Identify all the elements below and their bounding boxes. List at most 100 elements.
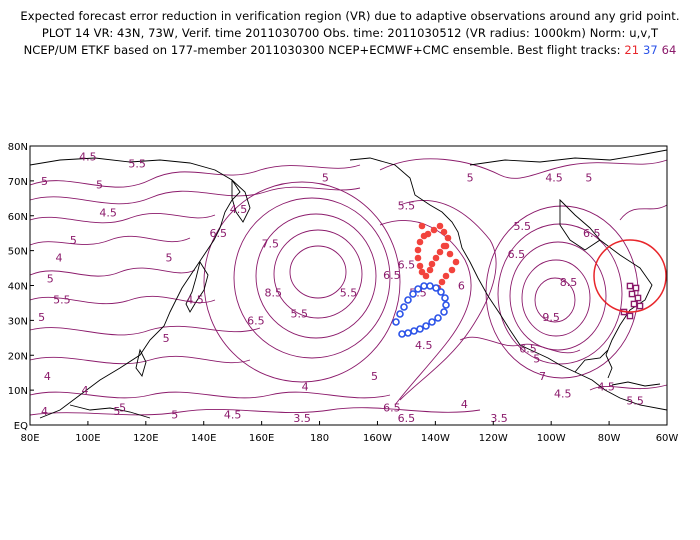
contour-value-label: 4.5 [79,150,97,163]
lon-tick-label: 60W [656,433,679,444]
contour-line [619,204,668,221]
lon-tick-label: 100W [537,433,566,444]
coastline-hudson [559,198,601,251]
contour-value-label: 5 [467,171,474,184]
contour-value-label: 7.5 [262,238,280,251]
contour-line [29,355,251,365]
contour-value-label: 8.5 [264,286,282,299]
contour-line [233,197,391,359]
contour-value-label: 6.5 [209,227,227,240]
track-c-marker [630,300,638,308]
track-label-a: 21 [624,43,640,57]
lat-tick-label: 40N [8,282,28,293]
track-a-marker [420,232,428,240]
contour-value-label: 3.5 [490,412,508,425]
track-b-marker [398,330,406,338]
track-a-marker [436,248,444,256]
contour-line [29,186,361,205]
contour-value-label: 6.5 [583,227,601,240]
contour-value-label: 6.5 [398,259,416,272]
contour-line [29,325,261,336]
coastline-caribbean [611,381,661,387]
contour-lines [29,158,668,416]
contour-value-label: 5 [585,171,592,184]
lon-tick-label: 120W [479,433,508,444]
contour-value-label: 4.5 [545,171,563,184]
lat-tick-label: 20N [8,351,28,362]
contour-line [29,407,481,416]
contour-value-label: 8.5 [560,276,578,289]
track-a-marker [436,222,444,230]
coastline-gulf [574,349,609,373]
chart-title-line3: NCEP/UM ETKF based on 177-member 2011030… [0,42,700,59]
chart-title-line1: Expected forecast error reduction in ver… [20,9,680,23]
track-b-marker [400,303,408,311]
contour-value-label: 4 [461,398,468,411]
contour-line [29,235,191,246]
contour-value-label: 6.5 [383,402,401,415]
contour-value-label: 5 [533,353,540,366]
track-a-marker [438,278,446,286]
map-background [30,146,667,425]
contour-value-label: 4.5 [554,388,572,401]
track-b-marker [409,290,417,298]
coastline-asia [29,157,241,419]
ensemble-description: NCEP/UM ETKF based on 177-member 2011030… [23,43,621,57]
contour-value-label: 6.5 [508,248,526,261]
contour-value-label: 5 [70,234,77,247]
track-b-marker [434,314,442,322]
contour-line [379,158,668,179]
track-c-marker [626,282,634,290]
contour-line [255,213,377,339]
contour-line [29,267,196,277]
track-b-marker [432,284,440,292]
coastline-kamchatka [231,178,251,223]
track-a-marker [428,260,436,268]
track-b-marker [416,325,424,333]
contour-line [379,220,472,406]
contour-value-label: 6 [458,280,465,293]
contour-value-label: 5.5 [340,286,358,299]
track-b-marker [441,294,449,302]
contour-value-label: 4 [302,381,309,394]
contour-value-label: 5.5 [626,395,644,408]
contour-line [29,213,216,224]
contour-labels: 4.55.55 54.55455.554.556.57.58.56.55.554.… [38,150,644,425]
lat-tick-label: 60N [8,212,28,223]
contour-value-label: 5.5 [128,157,146,170]
track-a-marker [426,266,434,274]
contour-value-label: 4.5 [224,409,242,422]
contour-line [399,200,497,401]
track-a-marker [418,268,426,276]
contour-value-label: 5 [171,409,178,422]
contour-value-label: 5 [113,405,120,418]
contour-value-label: 5 [322,171,329,184]
contour-value-label: 4 [55,252,62,265]
track-b-marker [404,296,412,304]
coastline-indonesia [69,404,151,419]
coastline-alaska [349,157,668,411]
track-a-marker [414,246,422,254]
contour-value-label: 4.5 [597,381,615,394]
coastline-japan [185,260,209,313]
contour-value-label: 5.5 [53,293,71,306]
lon-tick-label: 160E [249,433,274,444]
lon-tick-label: 120E [133,433,158,444]
contour-value-label: 9.5 [542,311,560,324]
track-c-marker [632,284,640,292]
track-a-marker [446,250,454,258]
contour-value-label: 5 [163,332,170,345]
contour-value-label: 5 [165,252,172,265]
track-a-marker [418,222,426,230]
contour-value-label: 5 [96,178,103,191]
coastlines [29,149,668,419]
track-a-marker [416,262,424,270]
lat-tick-label: 50N [8,247,28,258]
contour-value-label: 5 [38,311,45,324]
track-b-marker [440,308,448,316]
track-b-marker [392,318,400,326]
contour-line [534,277,576,323]
track-label-c: 64 [661,43,677,57]
lat-tick-label: 70N [8,177,28,188]
lon-tick-label: 140W [421,433,450,444]
